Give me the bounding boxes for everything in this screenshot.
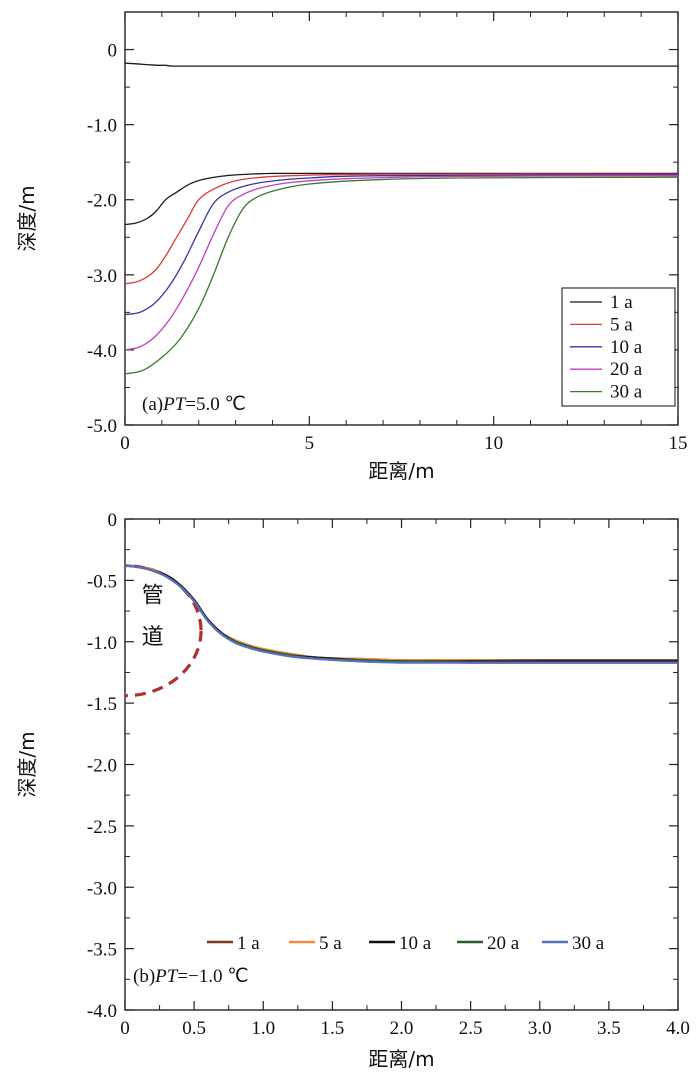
series-line-1a — [125, 62, 678, 67]
series-line-10a — [125, 564, 678, 663]
series-line-1a — [125, 564, 678, 662]
legend-label: 30 a — [572, 933, 605, 954]
series-line-1a — [125, 172, 678, 226]
y-tick-label: 0 — [108, 510, 118, 531]
x-tick-label: 0 — [120, 1018, 130, 1039]
y-tick-label: -0.5 — [87, 571, 117, 592]
y-axis-title: 深度/m — [15, 185, 39, 251]
y-tick-label: 0 — [108, 41, 118, 62]
legend-label: 1 a — [237, 933, 260, 954]
x-tick-label: 1.5 — [321, 1018, 345, 1039]
x-tick-label: 1.0 — [251, 1018, 275, 1039]
legend-label: 5 a — [319, 933, 342, 954]
legend-label: 10 a — [399, 933, 432, 954]
y-tick-label: -5.0 — [87, 416, 117, 437]
pipe-outline — [125, 564, 203, 698]
x-tick-label: 0.5 — [182, 1018, 206, 1039]
y-tick-label: -3.5 — [87, 940, 117, 961]
x-tick-label: 3.0 — [528, 1018, 552, 1039]
series-line-5a — [125, 564, 678, 663]
series-line-20a — [125, 175, 678, 351]
series-line-20a — [125, 564, 678, 664]
y-tick-label: -2.0 — [87, 191, 117, 212]
series-line-10a — [125, 174, 678, 316]
legend-label: 1 a — [610, 292, 633, 313]
x-tick-label: 0 — [120, 433, 130, 454]
x-tick-label: 5 — [305, 433, 315, 454]
x-tick-label: 4.0 — [666, 1018, 690, 1039]
x-tick-label: 15 — [669, 433, 688, 454]
legend-label: 20 a — [610, 359, 643, 380]
plot-frame — [124, 11, 679, 426]
x-tick-label: 2.0 — [390, 1018, 414, 1039]
y-tick-label: -2.0 — [87, 756, 117, 777]
y-tick-label: -3.0 — [87, 878, 117, 899]
legend-label: 10 a — [610, 337, 643, 358]
y-tick-label: -2.5 — [87, 817, 117, 838]
y-tick-label: -4.0 — [87, 341, 117, 362]
series-line-5a — [125, 173, 678, 285]
panel-a-chart: 0 5 10 15 0 -1.0 -2.0 -3.0 -4.0 -5.0 距离/m 深度/m 1 a5 … — [15, 11, 688, 483]
x-tick-label: 3.5 — [597, 1018, 621, 1039]
y-tick-label: -3.0 — [87, 266, 117, 287]
y-tick-label: -1.0 — [87, 633, 117, 654]
x-tick-label: 2.5 — [459, 1018, 483, 1039]
pipe-label-char: 道 — [142, 625, 164, 650]
x-axis-title: 距离/m — [368, 1047, 434, 1071]
series-line-30a — [125, 176, 678, 375]
panel-b-chart: 0 0.5 1.0 1.5 2.0 2.5 3.0 3.5 4.0 0 -0.5 -1.0 -1.5 -2… — [15, 510, 690, 1071]
x-axis-title: 距离/m — [368, 459, 434, 483]
y-tick-label: -1.0 — [87, 116, 117, 137]
legend-label: 30 a — [610, 382, 643, 403]
panel-label: (a)PT=5.0 ℃ — [142, 394, 246, 415]
y-tick-label: -1.5 — [87, 694, 117, 715]
y-axis-title: 深度/m — [15, 731, 39, 797]
legend-label: 20 a — [487, 933, 520, 954]
series-line-30a — [125, 564, 678, 664]
y-tick-label: -4.0 — [87, 1001, 117, 1022]
legend-label: 5 a — [610, 314, 633, 335]
x-tick-label: 10 — [484, 433, 503, 454]
pipe-label-char: 管 — [142, 583, 164, 608]
panel-label: (b)PT=−1.0 ℃ — [133, 966, 249, 987]
